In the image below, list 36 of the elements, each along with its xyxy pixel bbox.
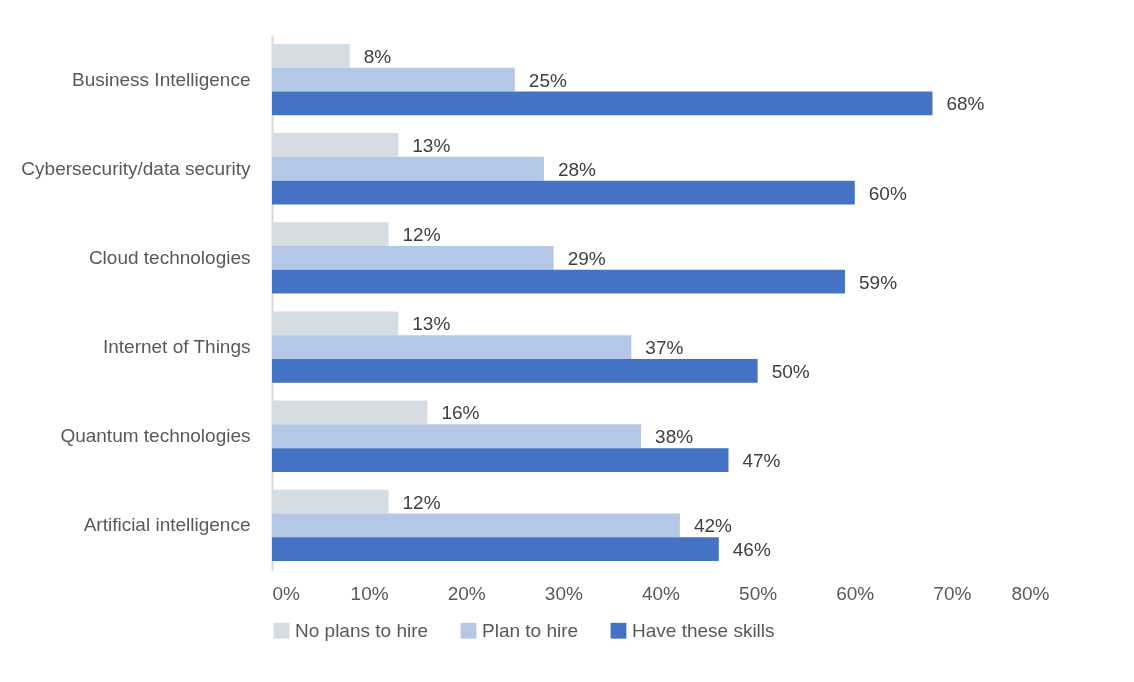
data-label: 68% xyxy=(946,93,985,115)
legend-label: Plan to hire xyxy=(482,619,579,641)
data-label: 8% xyxy=(363,45,392,67)
data-label: 59% xyxy=(859,271,898,293)
x-tick-label: 80% xyxy=(1011,582,1050,604)
data-label: 60% xyxy=(868,182,907,204)
data-label: 28% xyxy=(557,158,597,180)
data-label: 12% xyxy=(402,491,441,513)
data-label: 29% xyxy=(567,247,606,269)
data-label: 37% xyxy=(645,337,684,359)
data-label: 12% xyxy=(402,224,441,246)
x-tick-label: 0% xyxy=(272,582,301,604)
data-label: 42% xyxy=(693,515,733,537)
x-tick-label: 10% xyxy=(350,582,389,604)
y-tick-label: Business Intelligence xyxy=(72,68,251,90)
x-tick-label: 50% xyxy=(739,582,778,604)
x-tick-label: 20% xyxy=(447,582,486,604)
x-tick-label: 30% xyxy=(544,582,583,604)
legend-label: Have these skills xyxy=(632,619,775,641)
data-label: 13% xyxy=(412,134,451,156)
data-label: 38% xyxy=(655,426,694,448)
data-label: 50% xyxy=(771,360,810,382)
y-tick-label: Artificial intelligence xyxy=(83,514,251,536)
y-tick-label: Internet of Things xyxy=(102,336,251,358)
x-tick-label: 60% xyxy=(836,582,875,604)
x-tick-label: 70% xyxy=(933,582,972,604)
y-tick-label: Cybersecurity/data security xyxy=(21,157,251,179)
data-label: 25% xyxy=(528,69,567,91)
data-label: 16% xyxy=(441,402,480,424)
data-label: 13% xyxy=(412,313,451,335)
data-label: 47% xyxy=(742,450,781,472)
data-label: 46% xyxy=(732,539,771,561)
x-tick-label: 40% xyxy=(641,582,681,604)
y-tick-label: Quantum technologies xyxy=(60,425,251,447)
y-tick-label: Cloud technologies xyxy=(88,246,251,268)
legend-label: No plans to hire xyxy=(295,619,429,641)
